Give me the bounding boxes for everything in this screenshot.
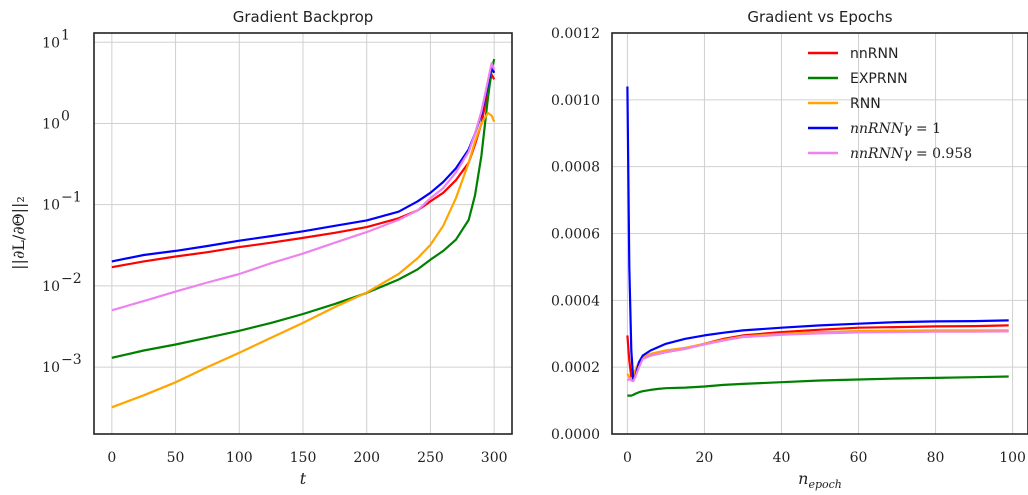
- series-line-4: [626, 330, 1009, 383]
- y-tick-labels: 0.0000 0.0002 0.0004 0.0006 0.0008 0.0010 0.00…: [551, 26, 600, 443]
- plot-frame: [611, 32, 1028, 435]
- x-tick-label: 150: [290, 450, 317, 466]
- legend-label: nnRNNγ = 1: [850, 121, 941, 137]
- y-tick-exponent: −1: [61, 190, 82, 206]
- y-tick-label: 0.0008: [551, 160, 600, 176]
- x-tick-label: 100: [226, 450, 253, 466]
- plot-frame: [93, 32, 513, 435]
- legend-label: RNN: [850, 96, 881, 112]
- x-tick-labels: 0 50 100 150 200 250 300: [107, 450, 507, 466]
- legend: nnRNN EXPRNN RNN nnRNNγ = 1 nnRNNγ = 0.958: [808, 46, 972, 162]
- series-line-3: [626, 86, 1009, 380]
- chart-title: Gradient vs Epochs: [747, 8, 892, 26]
- x-axis-label: nepoch: [798, 469, 842, 491]
- y-tick-label: 0.0006: [551, 227, 600, 243]
- legend-label: nnRNN: [850, 46, 898, 62]
- series-line-2: [111, 111, 496, 409]
- grid: [612, 32, 1028, 435]
- grid: [94, 33, 512, 434]
- x-tick-label: 20: [696, 450, 714, 466]
- y-tick-exponent: 1: [61, 27, 70, 43]
- y-tick-label: 10: [42, 360, 60, 376]
- gradient-vs-epochs-panel: Gradient vs Epochs 0 20 40 60 80 100 0.00000.…: [551, 8, 1028, 491]
- legend-label: EXPRNN: [850, 71, 908, 87]
- y-tick-label: 0.0000: [551, 427, 600, 443]
- chart-title: Gradient Backprop: [233, 8, 374, 26]
- gradient-backprop-panel: Gradient Backprop 0 50 100 150 200 250 300 10−…: [9, 8, 513, 488]
- x-tick-label: 50: [167, 450, 185, 466]
- series-line-2: [626, 329, 1009, 380]
- x-tick-label: 80: [927, 450, 945, 466]
- legend-label: nnRNNγ = 0.958: [850, 146, 972, 162]
- x-tick-label: 0: [623, 450, 632, 466]
- y-tick-exponent: −2: [61, 271, 82, 287]
- y-tick-label: 10: [42, 198, 60, 214]
- y-tick-label: 0.0004: [551, 293, 600, 309]
- y-tick-label: 10: [42, 116, 60, 132]
- y-tick-label: 0.0010: [551, 93, 600, 109]
- x-tick-label: 40: [773, 450, 791, 466]
- x-tick-label: 250: [417, 450, 444, 466]
- y-tick-label: 0.0012: [551, 26, 600, 42]
- series-lines: [111, 58, 496, 409]
- series-line-1: [111, 58, 496, 359]
- x-tick-label: 100: [999, 450, 1026, 466]
- y-axis-label: ||∂L/∂Θ||₂: [9, 196, 28, 270]
- y-tick-label: 10: [42, 279, 60, 295]
- x-tick-labels: 0 20 40 60 80 100: [623, 450, 1026, 466]
- x-tick-label: 0: [107, 450, 116, 466]
- x-axis-label: t: [300, 469, 307, 488]
- y-tick-label: 10: [42, 35, 60, 51]
- series-line-1: [627, 375, 1009, 397]
- x-tick-label: 200: [353, 450, 380, 466]
- x-tick-label: 300: [481, 450, 508, 466]
- series-line-4: [111, 62, 496, 312]
- x-axis-label-base: n: [798, 469, 808, 488]
- y-tick-exponent: 0: [61, 108, 70, 124]
- x-axis-label-subscript: epoch: [808, 478, 841, 491]
- y-tick-exponent: −3: [61, 352, 82, 368]
- y-tick-label: 0.0002: [551, 360, 600, 376]
- x-tick-label: 60: [850, 450, 868, 466]
- series-lines: [626, 86, 1009, 397]
